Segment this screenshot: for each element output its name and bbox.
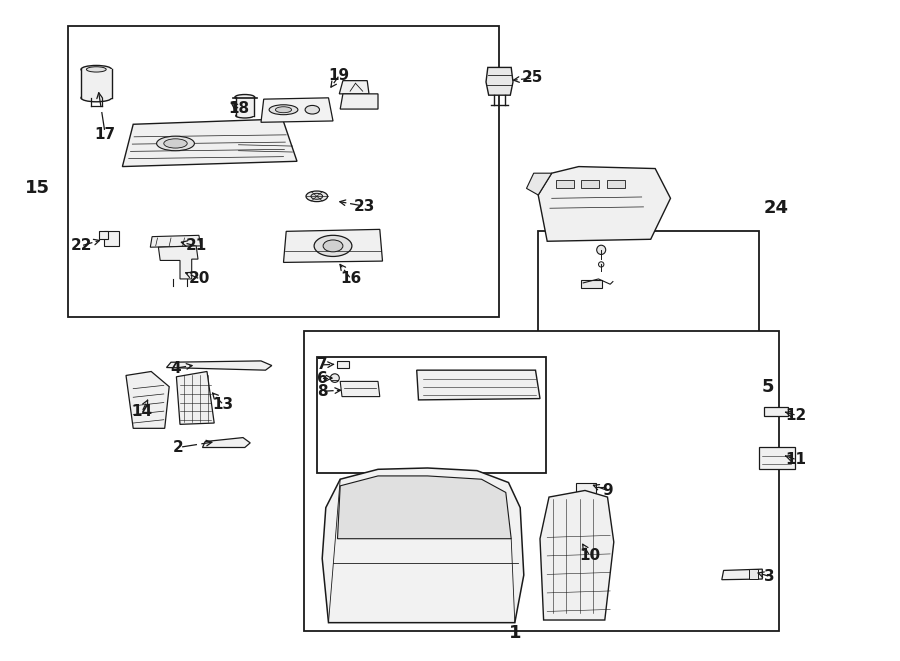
Text: 13: 13 — [212, 397, 234, 412]
Text: 1: 1 — [508, 623, 521, 642]
Bar — [581, 180, 599, 188]
Polygon shape — [158, 246, 198, 279]
Bar — [580, 280, 602, 288]
Polygon shape — [339, 81, 369, 94]
Text: 19: 19 — [328, 68, 350, 83]
Text: 2: 2 — [173, 440, 184, 455]
Ellipse shape — [323, 240, 343, 252]
Bar — [236, 97, 254, 116]
Polygon shape — [338, 476, 511, 539]
Text: 10: 10 — [579, 548, 600, 563]
Bar — [607, 180, 625, 188]
Polygon shape — [526, 173, 552, 195]
Ellipse shape — [597, 245, 606, 254]
Bar — [538, 231, 759, 426]
Text: 24: 24 — [763, 198, 788, 217]
Text: 16: 16 — [340, 272, 362, 286]
Ellipse shape — [81, 65, 112, 73]
Text: 20: 20 — [189, 272, 211, 286]
Text: 9: 9 — [602, 483, 613, 498]
Polygon shape — [284, 229, 382, 262]
Text: 15: 15 — [25, 179, 50, 198]
Ellipse shape — [306, 191, 328, 202]
Bar — [317, 357, 546, 473]
Ellipse shape — [86, 67, 106, 72]
Text: 21: 21 — [185, 239, 207, 253]
Ellipse shape — [598, 262, 604, 267]
Text: 14: 14 — [131, 404, 153, 418]
Text: 22: 22 — [70, 239, 92, 253]
Text: 3: 3 — [764, 569, 775, 584]
Text: 23: 23 — [354, 199, 375, 214]
Ellipse shape — [305, 105, 320, 114]
Text: 8: 8 — [317, 384, 328, 399]
Polygon shape — [150, 235, 201, 247]
Bar — [81, 69, 112, 98]
Text: 6: 6 — [317, 371, 328, 385]
Ellipse shape — [235, 95, 255, 100]
Polygon shape — [166, 361, 272, 370]
Polygon shape — [486, 67, 513, 95]
Ellipse shape — [157, 136, 194, 151]
Bar — [759, 447, 795, 469]
Bar — [304, 330, 779, 631]
Text: 25: 25 — [522, 71, 544, 85]
Text: 7: 7 — [317, 358, 328, 372]
Polygon shape — [126, 371, 169, 428]
Bar — [556, 180, 574, 188]
Polygon shape — [538, 167, 670, 241]
Polygon shape — [202, 438, 250, 447]
Bar — [104, 231, 119, 246]
Polygon shape — [340, 94, 378, 109]
Text: 18: 18 — [228, 101, 249, 116]
Ellipse shape — [310, 193, 322, 200]
Ellipse shape — [269, 104, 298, 115]
Polygon shape — [322, 468, 524, 623]
Bar — [99, 231, 108, 239]
Text: 4: 4 — [170, 361, 181, 375]
Bar — [764, 407, 788, 416]
Text: 12: 12 — [785, 408, 806, 422]
Polygon shape — [176, 371, 214, 424]
Bar — [749, 569, 758, 579]
Ellipse shape — [314, 235, 352, 256]
Bar — [68, 26, 500, 317]
Polygon shape — [417, 370, 540, 400]
Polygon shape — [340, 381, 380, 397]
Text: 5: 5 — [761, 377, 774, 396]
Polygon shape — [261, 98, 333, 122]
Text: 11: 11 — [785, 452, 806, 467]
Bar — [337, 361, 349, 368]
Ellipse shape — [236, 114, 254, 118]
Polygon shape — [722, 569, 762, 580]
Text: 17: 17 — [94, 128, 116, 142]
Polygon shape — [122, 119, 297, 167]
Ellipse shape — [81, 94, 112, 102]
Ellipse shape — [275, 106, 292, 112]
Ellipse shape — [330, 373, 339, 382]
Ellipse shape — [164, 139, 187, 148]
Bar — [576, 483, 596, 493]
Polygon shape — [540, 490, 614, 620]
